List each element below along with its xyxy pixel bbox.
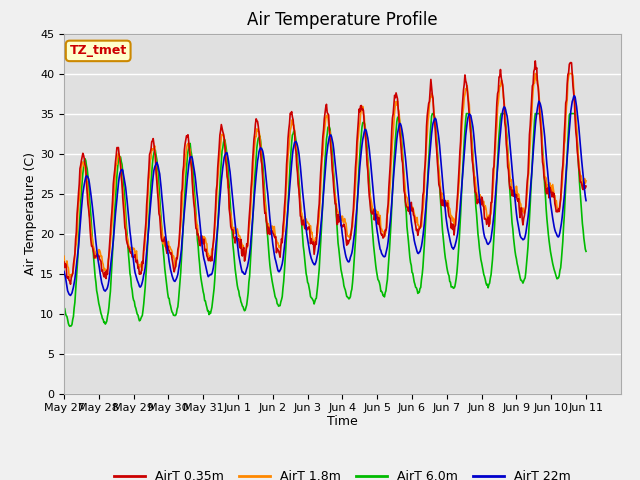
Title: Air Temperature Profile: Air Temperature Profile	[247, 11, 438, 29]
Text: TZ_tmet: TZ_tmet	[70, 44, 127, 58]
Legend: AirT 0.35m, AirT 1.8m, AirT 6.0m, AirT 22m: AirT 0.35m, AirT 1.8m, AirT 6.0m, AirT 2…	[109, 465, 576, 480]
Y-axis label: Air Temperature (C): Air Temperature (C)	[24, 152, 37, 275]
X-axis label: Time: Time	[327, 415, 358, 428]
